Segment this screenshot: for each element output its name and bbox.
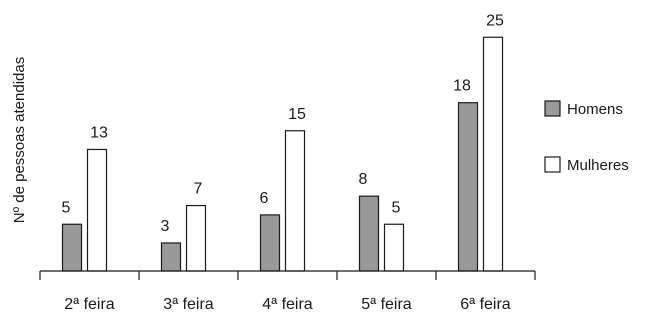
bar-homens-4 [358, 195, 380, 272]
data-label: 6 [260, 190, 269, 207]
x-ticks-group: 2ª feira 3ª feira 4ª feira 5ª feira 6ª feira [39, 271, 536, 313]
bar-mulheres-5 [482, 36, 504, 272]
x-tick-label: 5ª feira [361, 296, 411, 313]
y-axis-label: Nº de pessoas atendidas [11, 57, 28, 223]
x-tick-label: 3ª feira [163, 296, 213, 313]
data-label: 5 [62, 199, 71, 216]
data-label: 13 [90, 124, 108, 141]
data-label: 3 [161, 218, 170, 235]
data-label: 7 [194, 181, 203, 198]
bar-mulheres-4 [383, 223, 405, 272]
bar-mulheres-3 [284, 130, 306, 272]
data-labels-group: 5 13 3 7 6 15 8 5 18 25 [62, 12, 504, 235]
x-tick-label: 2ª feira [64, 296, 114, 313]
legend-label-mulheres: Mulheres [567, 157, 629, 174]
bars-group [61, 36, 504, 272]
legend-swatch-homens [544, 100, 561, 117]
bar-mulheres-2 [185, 204, 207, 272]
legend-label-homens: Homens [567, 101, 623, 118]
legend-swatch-mulheres [544, 156, 561, 173]
bar-homens-2 [160, 242, 182, 272]
data-label: 5 [392, 199, 401, 216]
data-label: 25 [486, 12, 504, 29]
legend: Homens Mulheres [544, 100, 629, 174]
data-label: 18 [453, 78, 471, 95]
x-tick-label: 6ª feira [460, 296, 510, 313]
x-tick-label: 4ª feira [262, 296, 312, 313]
bar-homens-1 [61, 223, 83, 272]
bar-homens-3 [259, 214, 281, 272]
bar-mulheres-1 [86, 148, 108, 272]
bar-homens-5 [457, 102, 479, 272]
data-label: 15 [288, 106, 306, 123]
data-label: 8 [359, 171, 368, 188]
